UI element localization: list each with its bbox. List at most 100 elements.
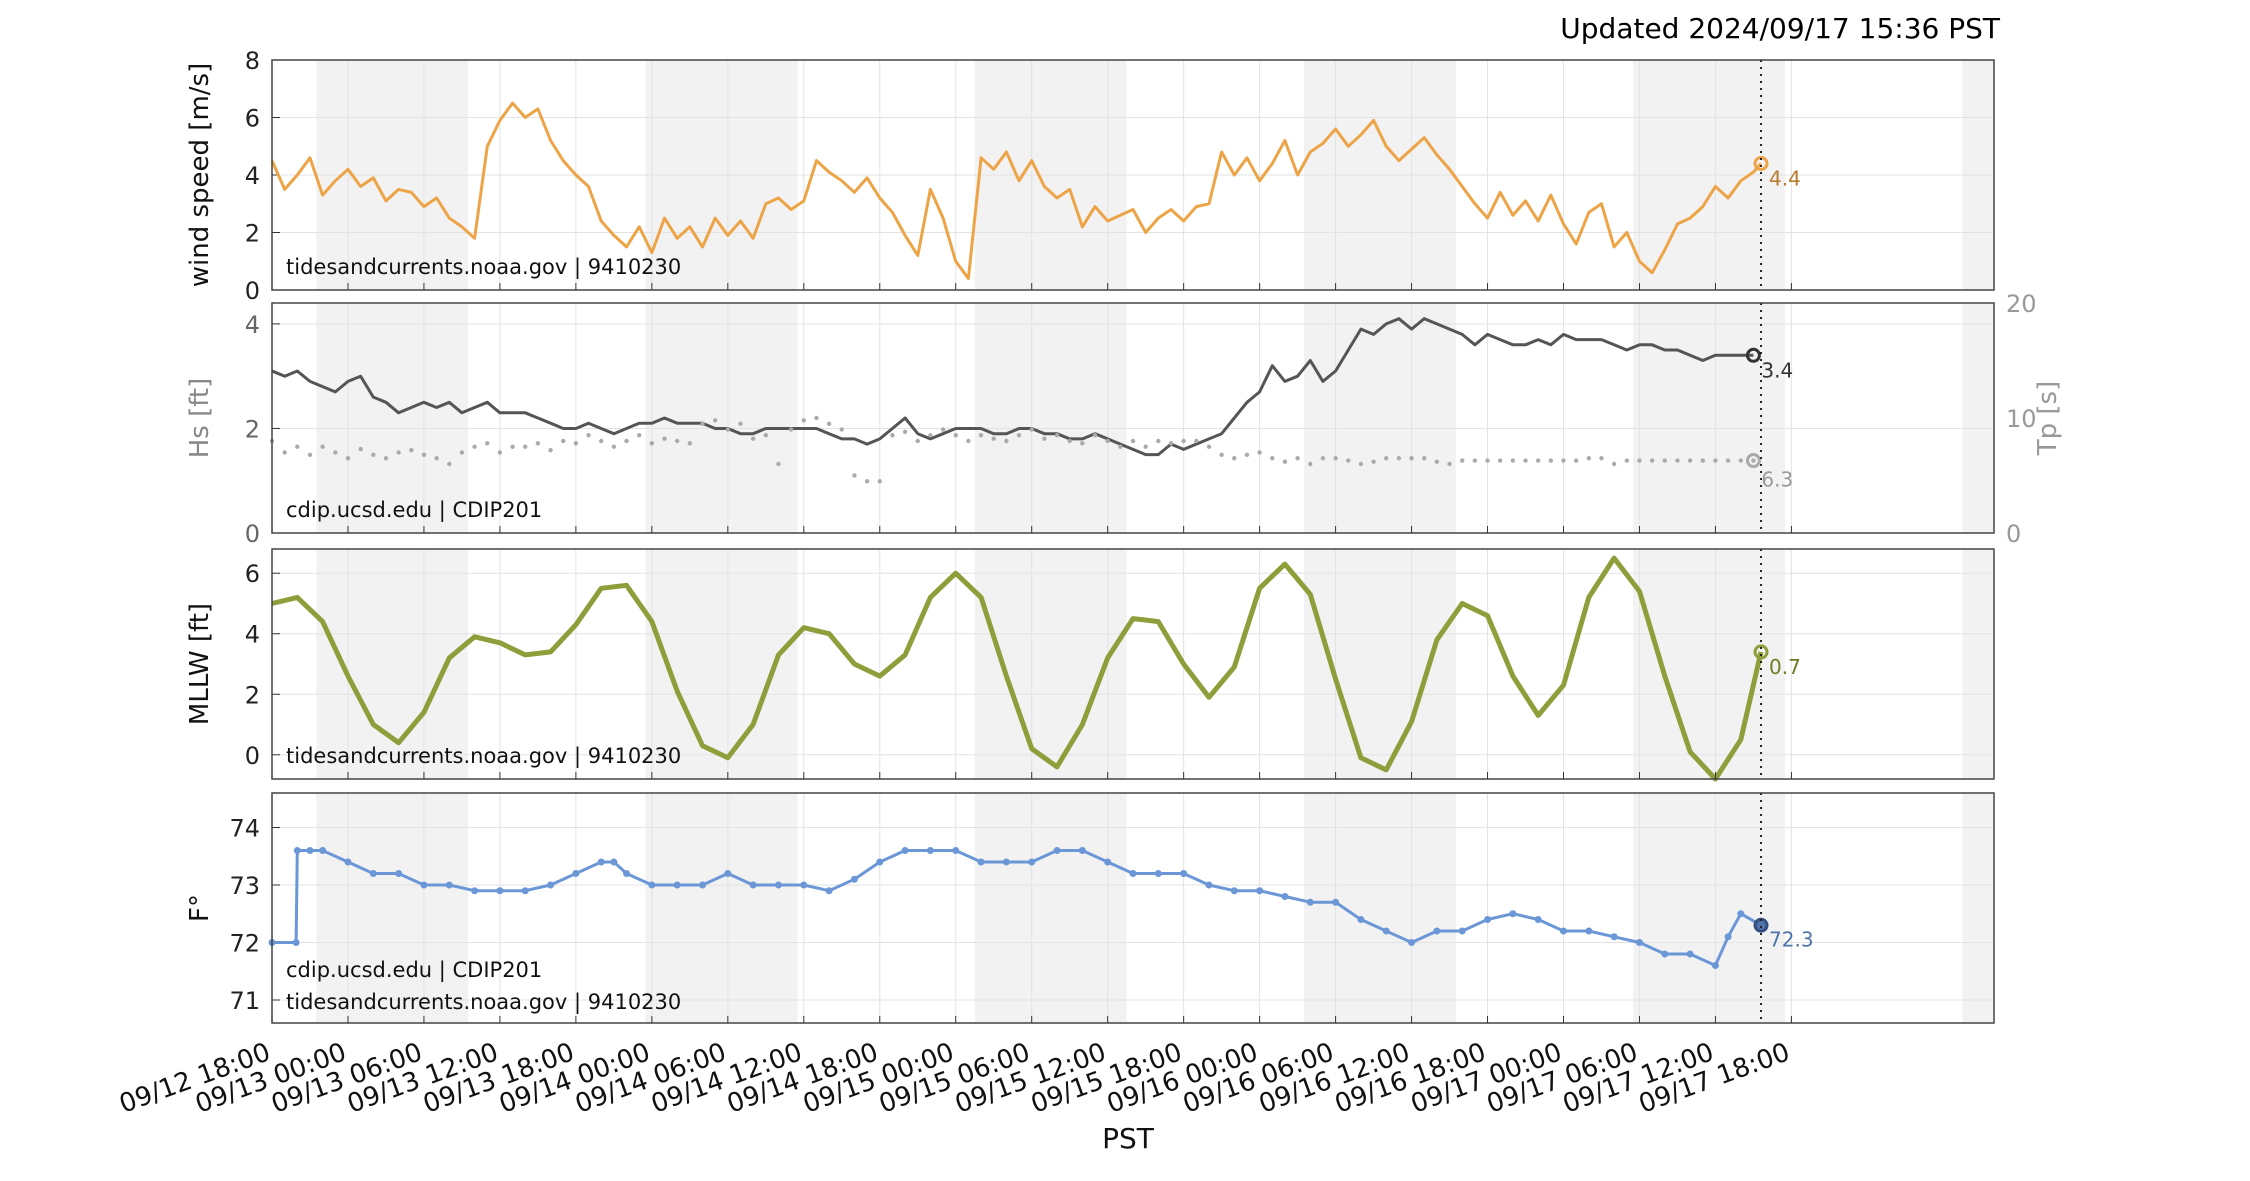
tp-point	[1080, 441, 1085, 446]
tp-point	[1738, 458, 1743, 463]
tp-point	[1308, 461, 1313, 467]
tp-point	[1535, 458, 1541, 463]
temp-point	[724, 870, 732, 877]
temp-point	[1433, 927, 1441, 935]
temp-point	[1458, 927, 1466, 935]
temp-point	[292, 939, 300, 946]
temp-point	[1610, 933, 1618, 941]
tp-point	[459, 450, 465, 455]
temp-point	[572, 870, 580, 877]
tp-point	[1422, 456, 1427, 461]
tp-point	[1219, 452, 1224, 457]
y-tick-label: 2	[245, 415, 260, 443]
y-tick-label: 2	[245, 220, 260, 248]
tp-point	[953, 433, 958, 438]
tp-point	[1384, 456, 1389, 461]
temp-point	[1332, 898, 1340, 906]
tp-point	[1143, 444, 1148, 449]
tp-point	[1358, 461, 1364, 467]
tp-point	[1725, 458, 1731, 463]
tp-point	[788, 427, 794, 432]
temp-point	[673, 881, 681, 889]
temp-point	[1382, 927, 1390, 935]
night-shade	[974, 793, 1127, 1023]
temp-point	[1028, 858, 1036, 866]
tp-point	[1333, 456, 1338, 461]
temp-point	[876, 858, 884, 866]
tp-point	[1130, 438, 1136, 444]
panel-temp: 71 72 73 74 F° 72.3 cdip.ucsd.edu | CDIP201 tid…	[185, 792, 1995, 1024]
y-tick-label: 0	[245, 520, 260, 548]
tp-point	[1675, 458, 1680, 463]
tp-point	[1573, 458, 1579, 463]
tp-point	[776, 461, 781, 467]
tp-point	[978, 433, 984, 438]
tide-last-marker	[1753, 644, 1769, 660]
tp-point	[586, 433, 591, 438]
tp-point	[1662, 458, 1667, 463]
tp-point	[662, 436, 667, 441]
tp-point	[485, 441, 490, 446]
temp-point	[1509, 910, 1517, 918]
temp-point	[1408, 939, 1416, 946]
tp-point	[1029, 427, 1034, 432]
panel-frame	[271, 548, 1995, 780]
tp-point	[1624, 458, 1630, 463]
wind-series-line	[270, 101, 1763, 280]
tp-point	[801, 418, 806, 423]
temp-point	[1737, 910, 1745, 918]
temp-point	[496, 887, 504, 895]
temp-last-label: 72.3	[1769, 927, 1814, 951]
night-shade	[1962, 793, 1994, 1023]
tp-point	[877, 479, 882, 484]
panel-frame	[271, 59, 1995, 291]
tp-point	[991, 436, 996, 441]
tp-point	[864, 479, 870, 484]
y-tick-label: 0	[245, 277, 260, 305]
temp-point	[1686, 950, 1694, 958]
temp-point	[1129, 870, 1137, 877]
y-tick-label: 0	[245, 742, 260, 770]
tp-point	[814, 415, 819, 421]
temp-point	[952, 847, 960, 854]
tp-point	[1700, 458, 1705, 463]
waves-last-label: 3.4	[1761, 358, 1793, 382]
tp-point	[1194, 438, 1199, 444]
temp-point	[850, 875, 858, 883]
tp-point	[573, 441, 579, 446]
tp-point	[535, 441, 541, 446]
tp-point	[1042, 436, 1047, 441]
y-tick-label: 4	[245, 162, 260, 190]
temp-point	[395, 870, 403, 877]
tp-point	[687, 441, 693, 446]
tp-point	[472, 444, 477, 449]
temp-last-marker	[1753, 917, 1769, 933]
night-shade	[974, 303, 1127, 533]
tp-point	[1181, 438, 1186, 444]
tp-point	[1320, 456, 1326, 461]
temp-point	[420, 881, 428, 889]
temp-point	[369, 870, 377, 877]
temp-point	[1180, 870, 1188, 877]
temp-point	[623, 870, 631, 877]
panel-wind: 0 2 4 6 8 wind speed [m/s] 4.4 tidesandcurrents…	[185, 47, 1995, 305]
tp-point	[890, 433, 895, 438]
tp-point	[712, 418, 718, 423]
temp-point	[521, 887, 529, 895]
temp-point	[1281, 893, 1289, 900]
tp-point	[1472, 458, 1478, 463]
temp-point	[648, 881, 656, 889]
tp-point	[852, 473, 857, 478]
night-shade	[1633, 549, 1786, 779]
y-tick-label: 72	[229, 930, 260, 958]
tp-point	[674, 438, 680, 444]
tp-point	[1282, 459, 1288, 464]
night-shade	[1303, 549, 1456, 779]
tp-point	[738, 421, 743, 426]
temp-point	[1724, 933, 1732, 941]
tp-point	[1396, 456, 1402, 461]
y-tick-label: 6	[245, 105, 260, 133]
temp-point	[1711, 962, 1719, 969]
tp-point	[1434, 459, 1440, 464]
tp-point	[1092, 433, 1098, 438]
